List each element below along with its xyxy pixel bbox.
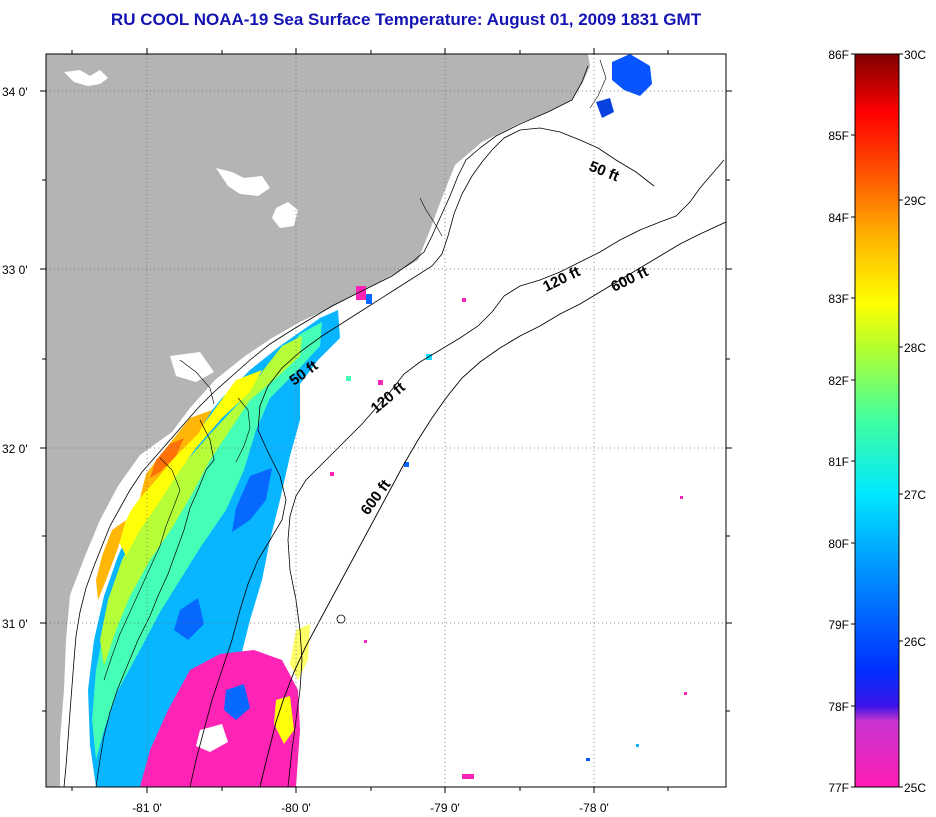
- lon-label-80: -80 0': [281, 801, 311, 815]
- map-area: 50 ft 120 ft 600 ft 50 ft 120 ft 600 ft: [46, 54, 726, 787]
- axis-ticks: [40, 48, 732, 793]
- coastline: [63, 65, 589, 787]
- lat-label-33: 33 0': [2, 263, 28, 277]
- colorbar-f-77: 77F: [828, 781, 849, 795]
- land-region: [46, 54, 590, 787]
- contour-600ft-line: [259, 221, 726, 787]
- lon-label-78: -78 0': [579, 801, 609, 815]
- contour-50ft-line: [189, 127, 655, 787]
- colorbar-c-29: 29C: [904, 194, 926, 208]
- colorbar-c-28: 28C: [904, 341, 926, 355]
- sst-data-layer: [88, 54, 687, 787]
- colorbar-c-25: 25C: [904, 781, 926, 795]
- lon-label-79: -79 0': [430, 801, 460, 815]
- colorbar-f-83: 83F: [828, 292, 849, 306]
- colorbar-f-82: 82F: [828, 374, 849, 388]
- graticule: [46, 54, 726, 787]
- colorbar-f-85: 85F: [828, 129, 849, 143]
- colorbar-f-86: 86F: [828, 48, 849, 62]
- map-frame: [45, 53, 727, 788]
- colorbar-c-27: 27C: [904, 488, 926, 502]
- map-title: RU COOL NOAA-19 Sea Surface Temperature:…: [110, 10, 702, 29]
- contour-120ft-line: [287, 159, 725, 787]
- lat-label-32: 32 0': [2, 442, 28, 456]
- colorbar-f-81: 81F: [828, 455, 849, 469]
- lat-label-34: 34 0': [2, 85, 28, 99]
- colorbar-f-79: 79F: [828, 618, 849, 632]
- colorbar-f-78: 78F: [828, 700, 849, 714]
- colorbar-c-30: 30C: [904, 48, 926, 62]
- colorbar-gradient: [854, 53, 900, 788]
- lon-label-81: -81 0': [132, 801, 162, 815]
- temperature-colorbar: 86F 85F 84F 83F 82F 81F 80F 79F 78F 77F …: [828, 48, 926, 795]
- colorbar-f-80: 80F: [828, 537, 849, 551]
- colorbar-f-84: 84F: [828, 211, 849, 225]
- lat-label-31: 31 0': [2, 617, 28, 631]
- colorbar-c-26: 26C: [904, 635, 926, 649]
